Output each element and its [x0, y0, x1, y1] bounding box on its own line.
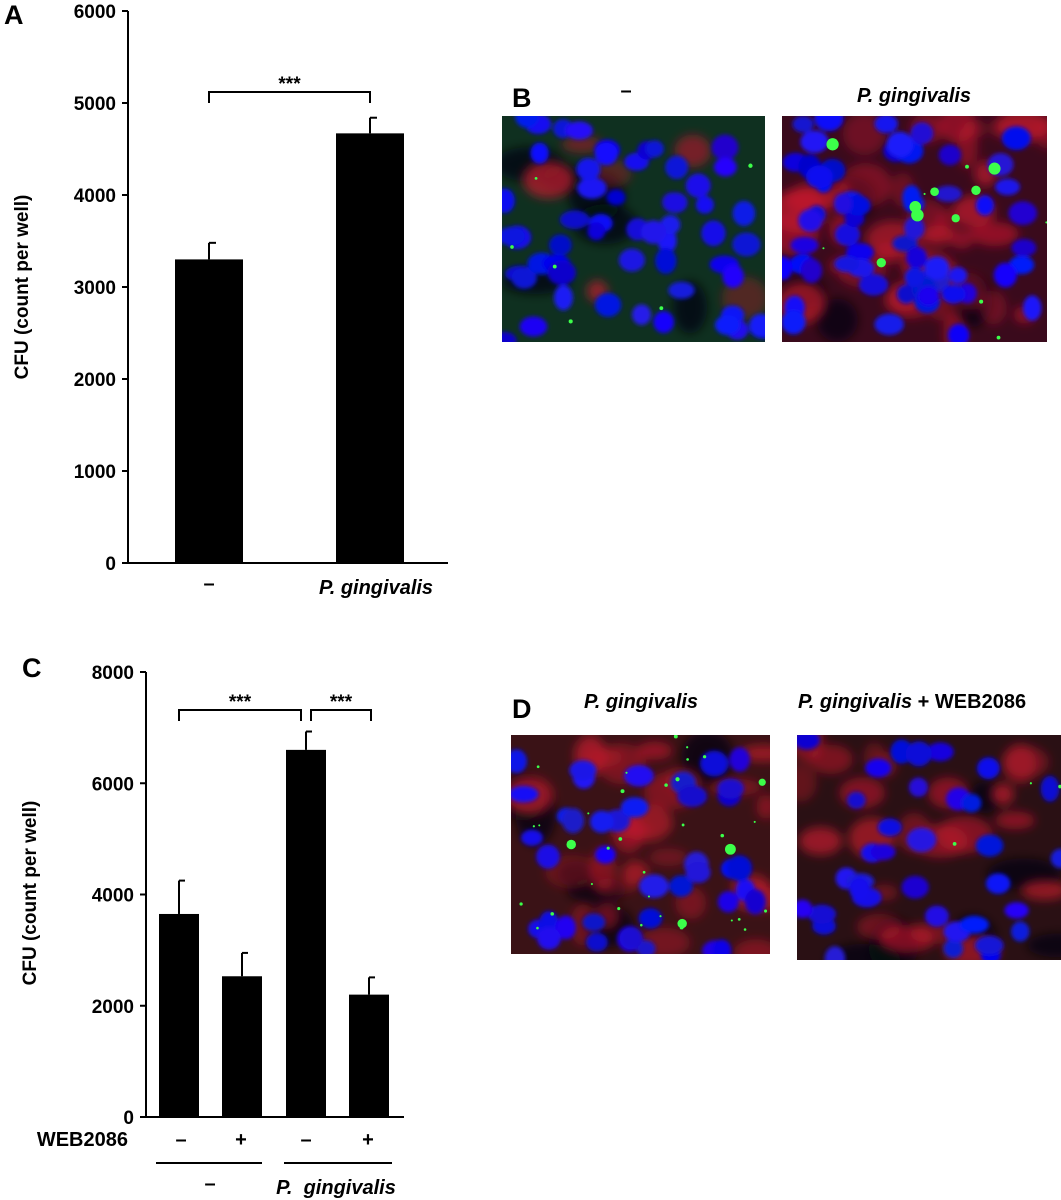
chart-a-ytick-label-5: 5000 [74, 94, 116, 115]
chart-a-bar-1 [336, 133, 404, 564]
panel-d-label-pg: P. gingivalis [584, 691, 698, 713]
panel-c-letter: C [22, 653, 42, 683]
chart-c-category-2: – [300, 1129, 311, 1151]
chart-c-bracket-1 [310, 709, 372, 721]
chart-c: CFU (count per well) 0 2000 4000 6000 8000 **… [20, 663, 404, 1199]
chart-c-row-label: WEB2086 [37, 1129, 128, 1151]
chart-c-category-3: + [362, 1129, 374, 1151]
chart-c-group-1: P. gingivalis [276, 1177, 396, 1199]
chart-c-bracket-0 [178, 709, 302, 721]
chart-c-bar-1 [222, 976, 262, 1117]
chart-c-bar-0 [159, 913, 199, 1117]
chart-a-ytick-label-0: 0 [105, 554, 116, 575]
chart-a: CFU (count per well) 0 1000 2000 3000 4000 50… [12, 2, 448, 599]
chart-c-ytick-label-1: 2000 [92, 997, 134, 1018]
chart-a-category-0: – [203, 573, 214, 595]
chart-c-category-1: + [235, 1129, 247, 1151]
panel-d-label-pg-web: P. gingivalis + WEB2086 [798, 691, 1026, 713]
chart-a-ylabel: CFU (count per well) [12, 195, 33, 380]
chart-a-bar-0 [175, 259, 243, 563]
micrograph-d-pg [511, 735, 770, 954]
chart-c-significance-0: *** [229, 692, 252, 713]
panel-a-letter: A [4, 0, 24, 30]
chart-c-ylabel: CFU (count per well) [20, 801, 41, 986]
chart-a-ytick-label-2: 2000 [74, 370, 116, 391]
chart-a-ytick-label-1: 1000 [74, 462, 116, 483]
chart-c-ytick-label-2: 4000 [92, 886, 134, 907]
chart-c-group-0: – [204, 1173, 215, 1195]
chart-c-bar-2 [286, 749, 326, 1117]
micrograph-d-pg-web [797, 735, 1061, 960]
chart-c-bar-3 [349, 994, 389, 1117]
micrograph-b-pg [782, 116, 1047, 342]
chart-a-category-1: P. gingivalis [319, 577, 433, 599]
chart-c-ytick-label-4: 8000 [92, 663, 134, 684]
chart-c-significance-1: *** [330, 692, 353, 713]
chart-a-bracket-0 [208, 91, 371, 103]
panel-b-label-control: – [620, 80, 631, 102]
panel-d-letter: D [512, 694, 532, 724]
chart-c-ytick-label-3: 6000 [92, 774, 134, 795]
chart-c-ytick-label-0: 0 [123, 1108, 134, 1129]
chart-a-ytick-label-4: 4000 [74, 186, 116, 207]
chart-a-significance-0: *** [278, 74, 301, 95]
micrograph-b-control [502, 116, 765, 342]
chart-c-category-0: – [175, 1129, 186, 1151]
panel-b-label-pg: P. gingivalis [857, 85, 971, 107]
chart-a-ytick-label-6: 6000 [74, 2, 116, 23]
panel-b-letter: B [512, 83, 532, 113]
chart-a-ytick-label-3: 3000 [74, 278, 116, 299]
